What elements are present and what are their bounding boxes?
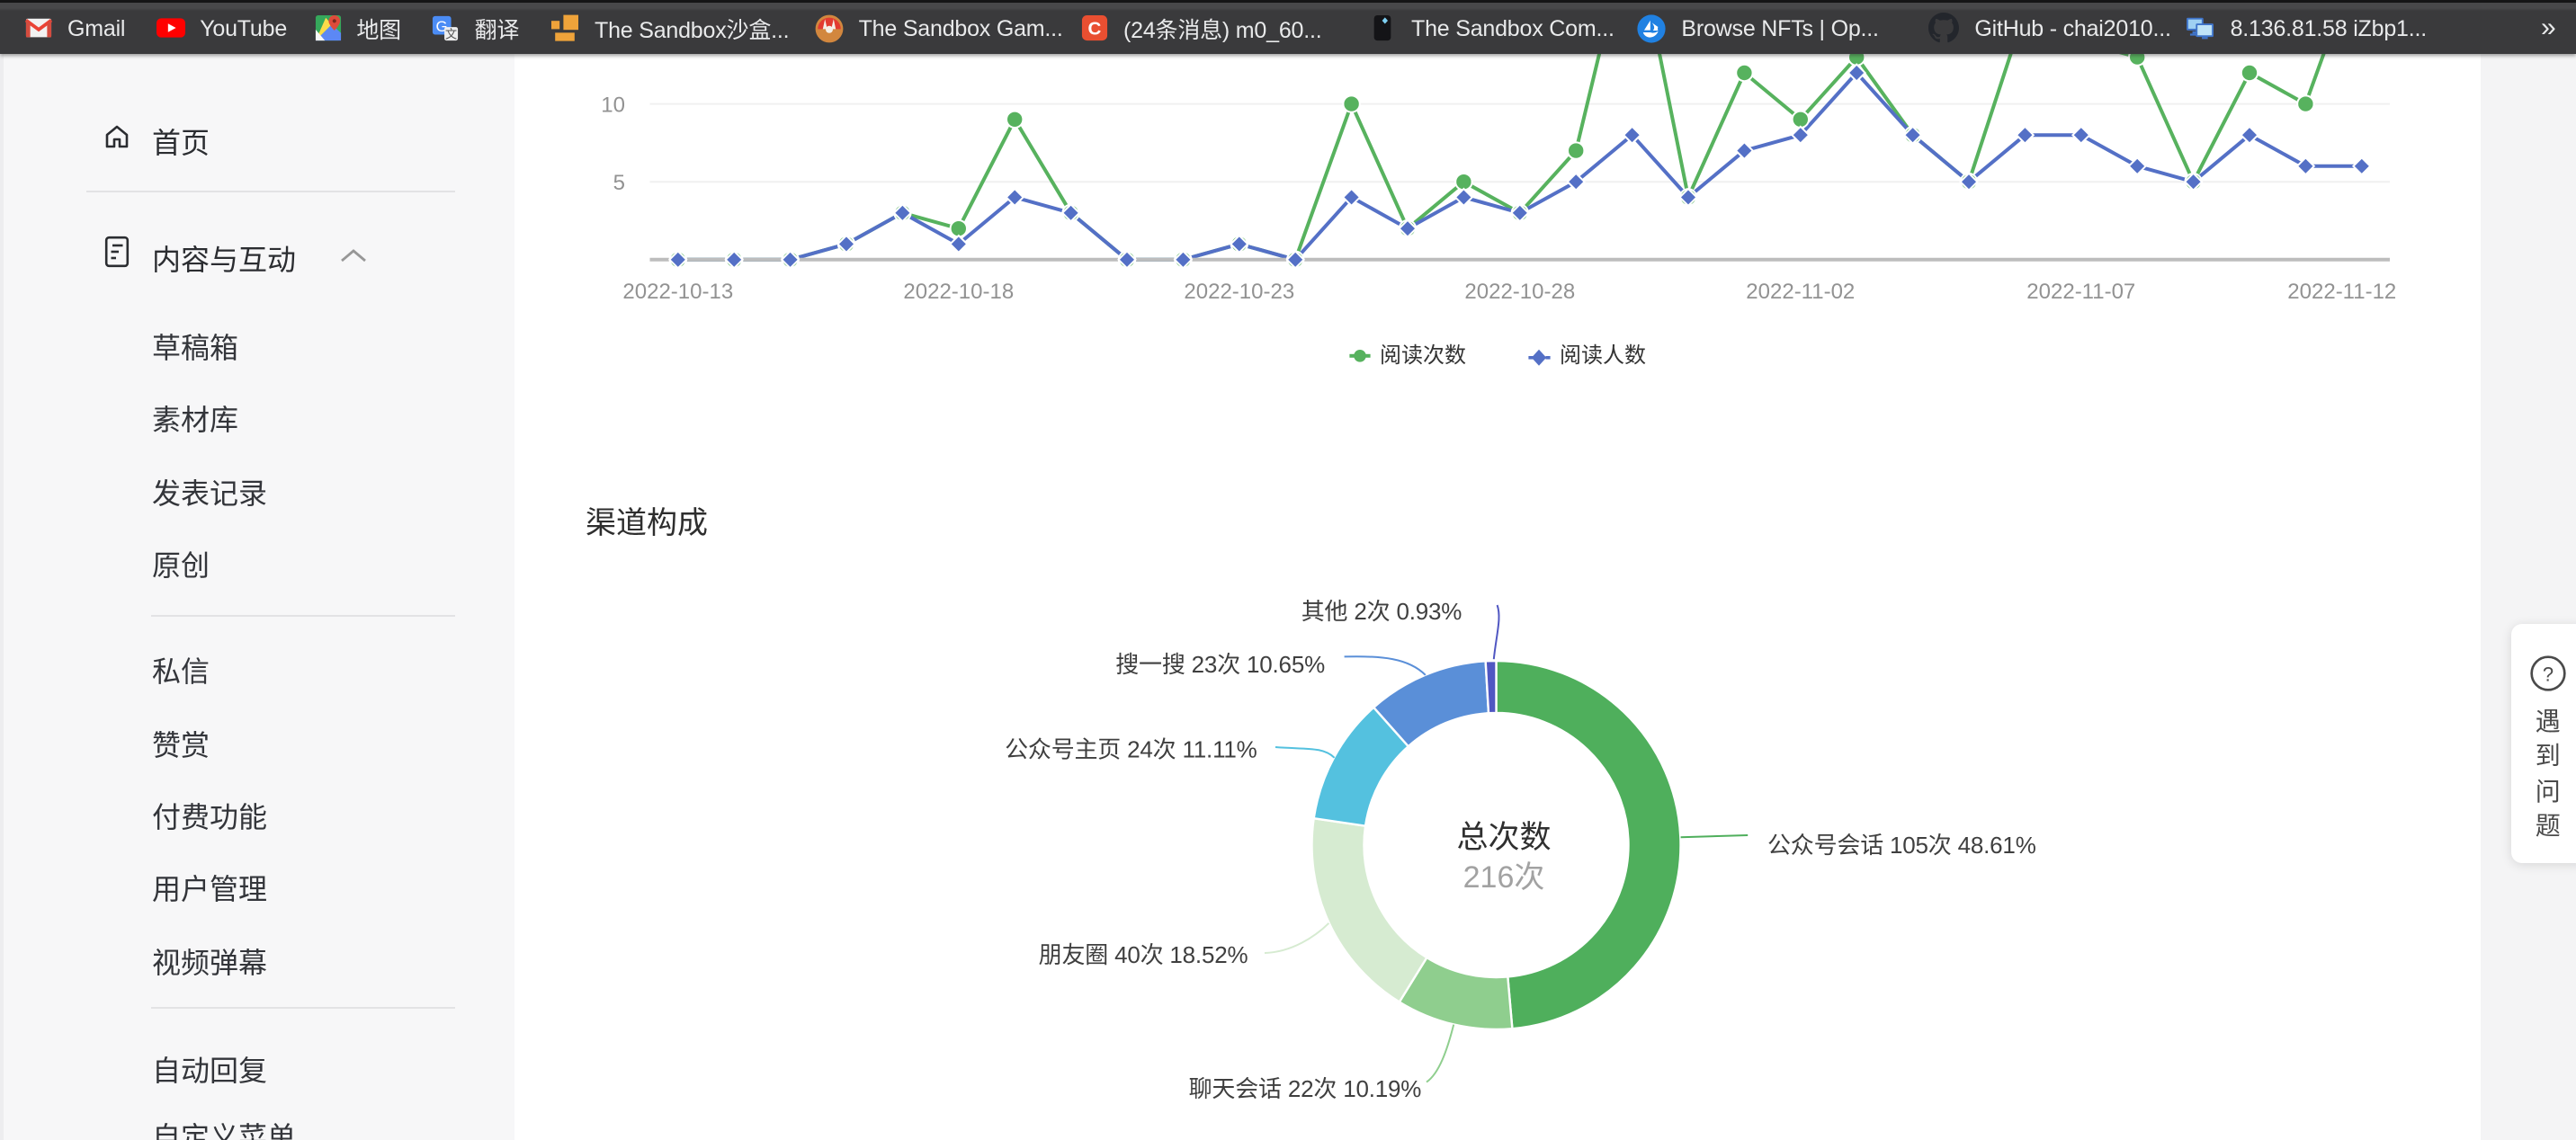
svg-text:总次数: 总次数 (1456, 820, 1551, 855)
svg-text:阅读次数: 阅读次数 (1380, 343, 1466, 368)
svg-text:2022-11-07: 2022-11-07 (2026, 280, 2135, 304)
svg-text:阅读人数: 阅读人数 (1560, 343, 1646, 368)
svg-text:公众号主页 24次 11.11%: 公众号主页 24次 11.11% (1005, 736, 1257, 763)
svg-text:2022-10-18: 2022-10-18 (903, 280, 1014, 304)
svg-text:公众号会话 105次 48.61%: 公众号会话 105次 48.61% (1767, 832, 2036, 859)
svg-text:朋友圈 40次 18.52%: 朋友圈 40次 18.52% (1039, 941, 1248, 968)
svg-text:10: 10 (601, 94, 625, 118)
svg-text:C: C (1088, 19, 1102, 40)
svg-text:文: 文 (446, 27, 458, 40)
svg-text:2022-10-23: 2022-10-23 (1184, 280, 1294, 304)
svg-text:2022-11-02: 2022-11-02 (1746, 280, 1855, 304)
svg-text:2022-10-28: 2022-10-28 (1464, 280, 1575, 304)
svg-text:?: ? (2543, 663, 2554, 685)
svg-text:聊天会话 22次 10.19%: 聊天会话 22次 10.19% (1189, 1075, 1422, 1102)
svg-text:渠道构成: 渠道构成 (586, 506, 708, 540)
svg-text:2022-10-13: 2022-10-13 (622, 280, 733, 304)
svg-text:5: 5 (613, 171, 625, 195)
svg-text:216次: 216次 (1463, 860, 1545, 895)
svg-text:搜一搜 23次 10.65%: 搜一搜 23次 10.65% (1115, 651, 1325, 678)
svg-text:其他 2次 0.93%: 其他 2次 0.93% (1301, 598, 1462, 625)
svg-text:2022-11-12: 2022-11-12 (2287, 280, 2396, 304)
